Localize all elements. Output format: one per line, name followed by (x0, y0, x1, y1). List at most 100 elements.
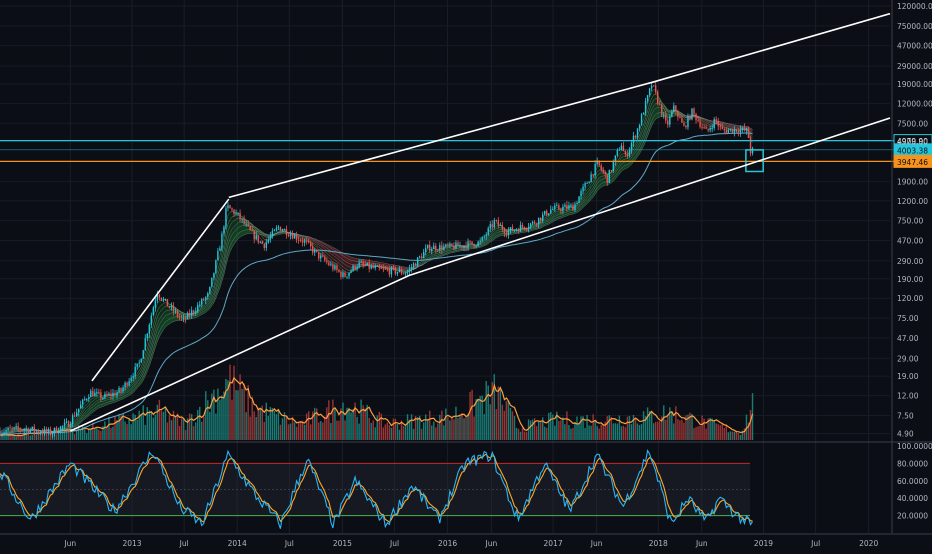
volume-bar-366 (738, 433, 739, 440)
candle-body-122 (245, 224, 246, 225)
candle-body-284 (572, 205, 573, 210)
volume-bar-337 (679, 420, 680, 440)
volume-bar-306 (617, 424, 618, 440)
volume-bar-282 (568, 425, 569, 440)
volume-bar-61 (122, 414, 123, 440)
volume-bar-6 (11, 436, 12, 440)
candle-body-101 (203, 299, 204, 300)
candle-body-51 (102, 398, 103, 399)
candle-body-103 (207, 293, 208, 297)
volume-bar-270 (544, 427, 545, 440)
candle-body-8 (15, 426, 16, 427)
volume-bar-360 (726, 425, 727, 440)
stoch-tick-label-1: 80.0000 (897, 459, 928, 468)
volume-bar-138 (278, 409, 279, 440)
volume-bar-64 (128, 419, 129, 440)
volume-bar-248 (500, 387, 501, 440)
candle-body-232 (467, 241, 468, 248)
volume-bar-271 (546, 428, 547, 440)
y-tick-label-17: 29.00 (897, 354, 919, 363)
candle-body-359 (724, 129, 725, 130)
volume-bar-53 (106, 427, 107, 440)
volume-bar-350 (705, 429, 706, 440)
x-tick-label-11: 2018 (649, 539, 668, 548)
volume-bar-148 (298, 422, 299, 440)
volume-bar-59 (118, 414, 119, 440)
candle-body-22 (44, 429, 45, 433)
volume-bar-228 (459, 415, 460, 440)
y-tick-label-10: 750.00 (897, 217, 923, 226)
volume-bar-214 (431, 426, 432, 440)
volume-bar-140 (282, 418, 283, 440)
volume-bar-226 (455, 407, 456, 440)
candle-body-250 (504, 230, 505, 234)
volume-bar-247 (498, 386, 499, 440)
volume-bar-142 (286, 416, 287, 440)
volume-bar-54 (108, 417, 109, 440)
candle-body-336 (677, 111, 678, 117)
candle-body-339 (683, 123, 684, 126)
volume-bar-175 (352, 409, 353, 440)
volume-bar-88 (177, 413, 178, 440)
volume-bar-218 (439, 415, 440, 440)
candle-body-260 (524, 227, 525, 229)
volume-bar-44 (88, 429, 89, 440)
volume-bar-77 (155, 415, 156, 440)
volume-bar-241 (486, 381, 487, 440)
candle-body-126 (253, 231, 254, 240)
volume-bar-193 (389, 425, 390, 440)
candle-body-177 (356, 266, 357, 269)
volume-bar-131 (264, 422, 265, 440)
candle-body-34 (68, 421, 69, 427)
candle-body-301 (607, 174, 608, 183)
volume-bar-318 (641, 424, 642, 440)
candle-body-366 (738, 132, 739, 133)
candle-body-308 (621, 146, 622, 150)
candle-body-166 (334, 266, 335, 270)
volume-bar-125 (251, 397, 252, 440)
stoch-tick-label-3: 40.0000 (897, 494, 928, 503)
volume-bar-343 (691, 414, 692, 440)
volume-bar-352 (709, 418, 710, 440)
candle-body-176 (354, 265, 355, 269)
volume-bar-283 (570, 429, 571, 440)
candle-body-221 (445, 244, 446, 246)
candle-body-350 (705, 127, 706, 128)
volume-bar-251 (506, 401, 507, 440)
candle-body-370 (746, 128, 747, 130)
volume-bar-304 (613, 423, 614, 440)
candle-body-209 (421, 256, 422, 258)
volume-bar-200 (403, 426, 404, 440)
candle-body-114 (229, 205, 230, 208)
x-tick-label-8: Jun (485, 539, 498, 548)
candle-body-322 (649, 88, 650, 95)
volume-bar-195 (393, 419, 394, 440)
candle-body-343 (691, 108, 692, 119)
candle-body-97 (195, 311, 196, 312)
candle-body-112 (225, 208, 226, 227)
volume-bar-156 (314, 408, 315, 440)
volume-bar-197 (397, 424, 398, 440)
volume-bar-126 (253, 411, 254, 440)
candle-body-128 (258, 235, 259, 242)
volume-bar-252 (508, 401, 509, 440)
candle-body-211 (425, 248, 426, 252)
y-tick-label-21: 4.90 (897, 429, 914, 438)
volume-bar-136 (274, 411, 275, 440)
volume-bar-303 (611, 417, 612, 440)
ribbon-line-5 (0, 112, 753, 434)
candle-body-20 (40, 432, 41, 433)
volume-bar-74 (149, 411, 150, 440)
volume-bar-147 (296, 427, 297, 440)
volume-bar-162 (326, 407, 327, 440)
candle-body-12 (24, 429, 25, 430)
candle-body-39 (78, 409, 79, 413)
candle-body-143 (288, 235, 289, 236)
candle-body-19 (38, 430, 39, 432)
candle-body-236 (475, 246, 476, 247)
volume-bar-363 (732, 432, 733, 440)
candle-body-254 (512, 227, 513, 231)
volume-bar-122 (245, 412, 246, 440)
candle-body-40 (80, 405, 81, 409)
